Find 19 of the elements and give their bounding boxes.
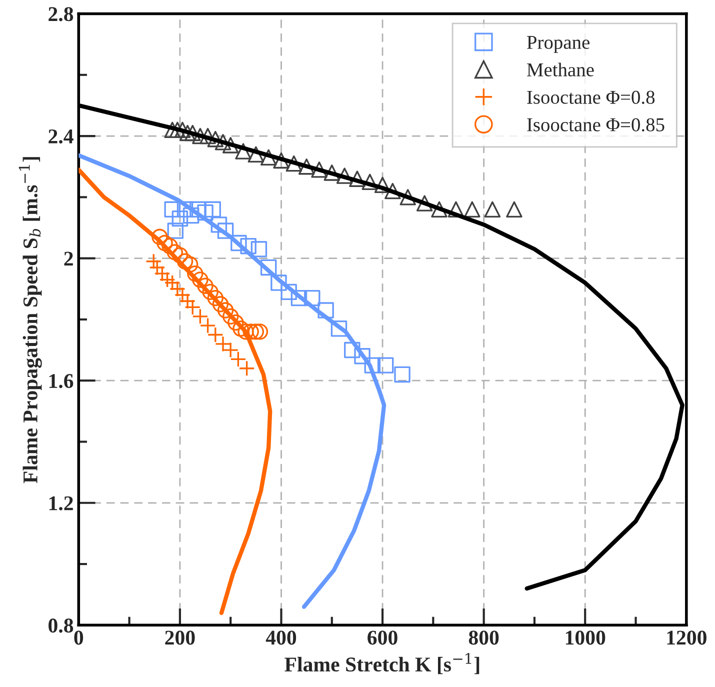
x-tick-label: 800 [468, 630, 499, 645]
y-axis-title: Flame Propagation Speed S$_{b}$ [m.s$^{−1}$] [18, 157, 42, 484]
y-tick-label: 2.8 [48, 7, 74, 22]
y-tick-label: 1.2 [49, 496, 73, 510]
x-tick-label: 200 [165, 630, 195, 645]
legend-label: Isooctane Φ=0.85 [527, 118, 664, 132]
x-tick-label: 1000 [566, 630, 606, 645]
x-tick-label: 400 [266, 630, 296, 645]
x-tick-label: 0 [74, 630, 84, 645]
legend-label: Isooctane Φ=0.8 [527, 90, 655, 104]
y-tick-label: 2 [64, 252, 73, 266]
y-tick-label: 2.4 [48, 129, 74, 144]
legend-label: Propane [527, 36, 590, 53]
x-tick-label: 600 [368, 630, 398, 645]
y-tick-label: 1.6 [49, 374, 74, 388]
x-axis-title: Flame Stretch K [s$^{−1}$] [284, 652, 480, 674]
y-tick-label: 0.8 [48, 618, 74, 633]
x-tick-label: 1200 [667, 630, 706, 645]
legend-label: Methane [527, 62, 594, 76]
